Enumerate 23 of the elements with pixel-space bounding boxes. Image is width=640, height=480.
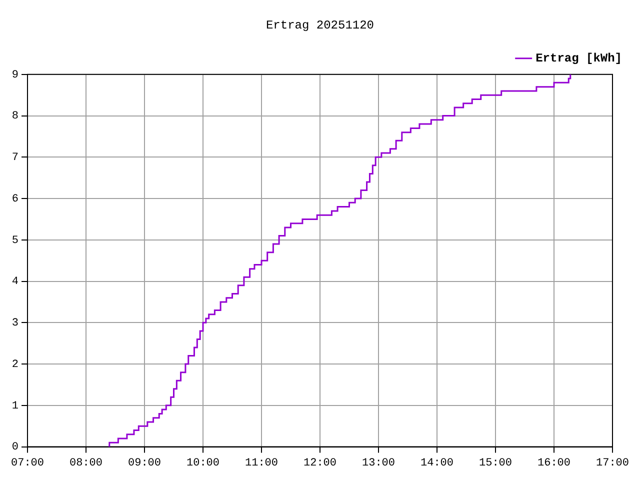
x-tick-label: 08:00 <box>69 457 103 470</box>
x-tick-label: 16:00 <box>537 457 571 470</box>
legend-label: Ertrag [kWh] <box>536 51 622 66</box>
x-tick-label: 07:00 <box>10 457 44 470</box>
chart-title: Ertrag 20251120 <box>266 18 374 32</box>
x-tick-label: 15:00 <box>478 457 512 470</box>
x-tick-label: 11:00 <box>244 457 278 470</box>
y-tick-label: 5 <box>12 234 19 247</box>
y-tick-label: 3 <box>12 318 19 330</box>
y-tick-label: 6 <box>12 193 19 206</box>
y-tick-label: 9 <box>12 69 19 82</box>
y-tick-label: 8 <box>12 110 19 123</box>
x-tick-label: 09:00 <box>128 457 162 470</box>
y-tick-label: 4 <box>12 276 19 288</box>
y-tick-label: 0 <box>12 442 19 454</box>
x-tick-label: 13:00 <box>362 457 396 470</box>
x-tick-label: 12:00 <box>303 457 337 470</box>
x-tick-label: 17:00 <box>596 457 630 470</box>
y-tick-label: 7 <box>12 152 19 164</box>
x-tick-label: 14:00 <box>420 457 454 470</box>
x-tick-label: 10:00 <box>186 457 220 470</box>
y-tick-label: 1 <box>12 400 19 412</box>
y-tick-label: 2 <box>12 358 19 371</box>
